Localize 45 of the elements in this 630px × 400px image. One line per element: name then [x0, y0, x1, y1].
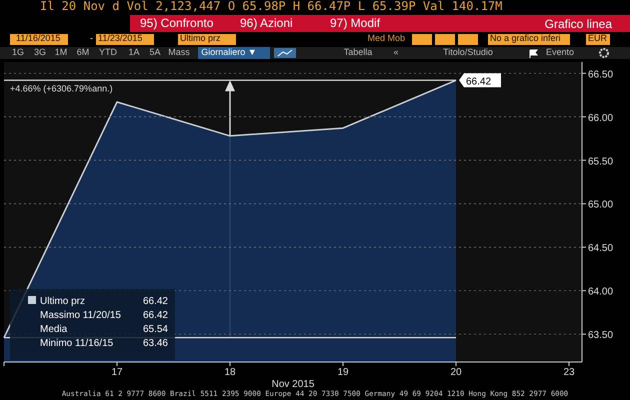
text: Titolo/Studio	[443, 47, 493, 57]
text: Giornaliero ▼	[201, 47, 257, 57]
text: Evento	[546, 47, 574, 57]
text: Il 20 Nov d Vol 2,123,447 O 65.98P H 66.47P L 65.39P Val 140.17M	[40, 0, 502, 13]
y-tick-label: 63.50	[588, 330, 614, 342]
text: 6M	[76, 47, 90, 57]
y-tick-label: 66.00	[588, 112, 614, 124]
text: Med Mob	[367, 33, 405, 43]
x-tick-label: 17	[111, 367, 123, 378]
y-tick-label: 66.50	[588, 69, 614, 80]
text: 96) Azioni	[240, 16, 293, 30]
x-tick-label: 19	[337, 367, 349, 378]
text: «	[393, 47, 399, 57]
text: 5A	[149, 47, 161, 57]
y-tick-label: 64.50	[588, 243, 614, 254]
text: 66.42	[142, 296, 168, 307]
y-tick-label: 65.00	[588, 200, 614, 211]
text: Tabella	[344, 47, 372, 57]
text: -	[90, 33, 93, 43]
text: No a grafico inferi	[490, 33, 561, 43]
ref-line-label: +4.66% (+6306.79%ann.)	[10, 83, 113, 94]
x-tick-label: 18	[224, 367, 236, 378]
text: 97) Modif	[330, 16, 381, 30]
y-tick-label: 65.50	[588, 156, 614, 168]
legend-label: Ultimo prz	[40, 296, 86, 307]
x-tick-label: 20	[450, 367, 462, 378]
text: 3G	[34, 47, 46, 57]
text: Massimo 11/20/15 66.42	[40, 310, 168, 321]
text: Grafico linea	[544, 17, 612, 31]
x-axis-title: Nov 2015	[272, 379, 315, 390]
text: 11/16/2015	[16, 33, 60, 43]
text: 95) Confronto	[140, 16, 214, 30]
text: Mass	[168, 47, 190, 57]
data-label: 66.42	[466, 76, 492, 88]
text: YTD	[99, 47, 118, 57]
text: Minimo 11/16/15 63.46	[40, 338, 168, 349]
text: Ultimo prz	[180, 33, 222, 43]
text: 11/23/2015	[98, 33, 142, 43]
text: EUR	[588, 33, 608, 43]
text: 1A	[128, 47, 140, 57]
text: 1G	[12, 47, 24, 57]
x-tick-label: 23	[563, 367, 575, 378]
text: Media 65.54	[40, 324, 168, 335]
text: 1M	[54, 47, 68, 57]
y-tick-label: 64.00	[588, 286, 614, 298]
